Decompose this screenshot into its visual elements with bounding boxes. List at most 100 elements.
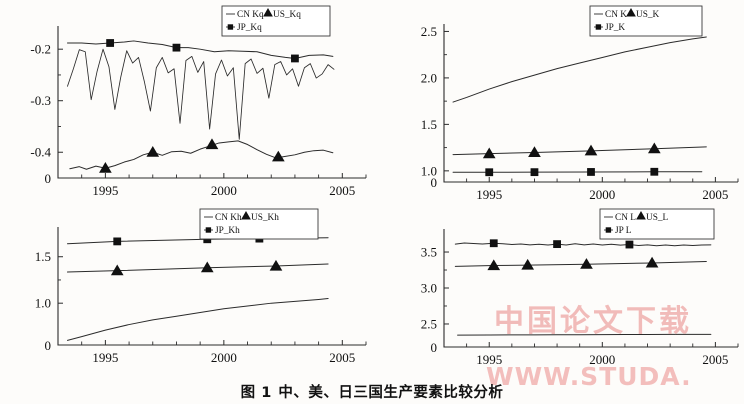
series-group [66,234,329,341]
marker-triangle [521,258,535,270]
y-tick-label: 1.5 [421,117,437,132]
series-group [454,239,712,336]
legend: CN L US_L JP L [599,208,715,240]
x-tick-label: 2005 [329,183,355,198]
legend-triangle-swatch [626,7,636,17]
y-tick-label: 2.0 [421,70,437,85]
series-line-us-l [454,261,707,267]
caption-number: 图 1 [240,385,272,401]
marker-square [553,240,561,249]
marker-triangle [205,138,219,150]
panel-l-svg: 2.5 3.0 3.5 0 1995 2000 2005 CN L US_L JP L [421,208,739,367]
x-tick-label: 2005 [702,187,728,202]
marker-square [113,237,122,246]
caption-text: 中、美、日三国生产要素比较分析 [278,385,504,401]
x-tick-label: 1995 [476,352,502,367]
y-tick-label: -0.3 [30,93,51,108]
x-tick-label: 2000 [211,350,237,365]
legend-label: JP_Kq [237,23,262,33]
chart-panel-l: 2.5 3.0 3.5 0 1995 2000 2005 CN L US_L JP L [398,205,744,375]
marker-triangle [528,146,541,158]
series-line-us-kh [66,263,329,273]
series-line-us-k [452,146,707,156]
marker-square [489,239,498,248]
axes: -0.2 -0.3 -0.4 0 1995 2000 2005 [30,26,367,198]
marker-triangle [647,142,661,154]
series-group [452,36,707,177]
x-tick-label: 2000 [589,352,615,367]
legend-label: US_K [636,10,660,20]
legend-label: US_L [646,213,669,223]
series-line-cn-k [452,36,707,103]
x-tick-label: 2005 [702,352,728,367]
marker-triangle [580,258,593,269]
marker-triangle [200,261,214,273]
series-line-cn-kh [66,298,329,341]
marker-triangle [99,162,112,173]
legend: CN Kh US_Kh JP_Kh [199,208,319,240]
legend-box [599,208,715,240]
x-tick-label: 1995 [92,183,118,198]
marker-triangle [482,147,496,159]
chart-panel-kh: 1.0 1.5 0 1995 2000 2005 CN Kh US_Kh JP_Kh [0,205,372,375]
marker-square [587,168,595,176]
panel-kq-svg: -0.2 -0.3 -0.4 0 1995 2000 2005 CN Kq US_Kq JP_Kq [30,5,367,198]
legend-square-swatch [595,24,602,30]
marker-triangle [146,146,160,157]
marker-triangle [272,150,285,162]
marker-square [172,43,181,52]
marker-triangle [269,259,283,271]
origin-label: 0 [45,338,52,353]
legend-label: CN Kh [215,213,242,223]
legend-triangle-swatch [263,7,273,17]
axes: 2.5 3.0 3.5 0 1995 2000 2005 [421,229,739,367]
series-group [66,39,335,173]
x-tick-label: 1995 [476,187,502,202]
legend-label: US_Kh [251,213,279,223]
legend-label: CN Kq [237,10,264,20]
marker-square [625,240,634,249]
axes: 1.0 1.5 0 1995 2000 2005 [35,227,367,365]
y-tick-label: 1.0 [35,296,51,311]
marker-square [650,167,659,176]
legend-box [221,5,331,37]
legend-label: JP_K [605,23,625,33]
marker-square [106,39,115,47]
chart-panel-k: 1.0 1.5 2.0 2.5 0 1995 2000 2005 CN K US_K JP_K [398,0,744,202]
marker-square [530,168,539,177]
legend-triangle-swatch [636,210,646,220]
origin-label: 0 [431,340,438,355]
x-tick-label: 1995 [92,350,118,365]
legend-box [589,5,703,37]
marker-triangle [645,256,659,268]
y-tick-label: 3.5 [421,245,437,260]
y-tick-label: 2.5 [421,316,437,331]
marker-triangle [110,264,124,276]
legend-square-swatch [205,227,212,233]
series-line-jp-l [454,242,712,247]
y-tick-label: -0.2 [30,42,51,57]
marker-square [291,54,299,63]
marker-triangle [584,144,598,156]
legend-label: CN L [615,213,636,223]
marker-square [485,168,494,177]
chart-panel-kq: -0.2 -0.3 -0.4 0 1995 2000 2005 CN Kq US_Kq JP_Kq [0,0,372,202]
x-tick-label: 2000 [211,183,237,198]
y-tick-label: 1.0 [421,163,437,178]
x-tick-label: 2000 [589,187,615,202]
legend-triangle-swatch [241,210,251,220]
y-tick-label: 1.5 [35,249,51,264]
marker-triangle [487,259,501,271]
figure-caption: 图 1 中、美、日三国生产要素比较分析 [0,381,744,402]
y-tick-label: -0.4 [30,145,51,160]
legend-square-swatch [605,227,612,233]
axes: 1.0 1.5 2.0 2.5 0 1995 2000 2005 [421,24,739,202]
origin-label: 0 [45,171,52,186]
series-line-cn-kq [67,48,335,140]
panel-kh-svg: 1.0 1.5 0 1995 2000 2005 CN Kh US_Kh JP_Kh [35,208,367,365]
legend-label: CN K [605,10,627,20]
panel-k-svg: 1.0 1.5 2.0 2.5 0 1995 2000 2005 CN K US_K JP_K [421,5,739,202]
y-tick-label: 3.0 [421,281,437,296]
legend-box [199,208,319,240]
